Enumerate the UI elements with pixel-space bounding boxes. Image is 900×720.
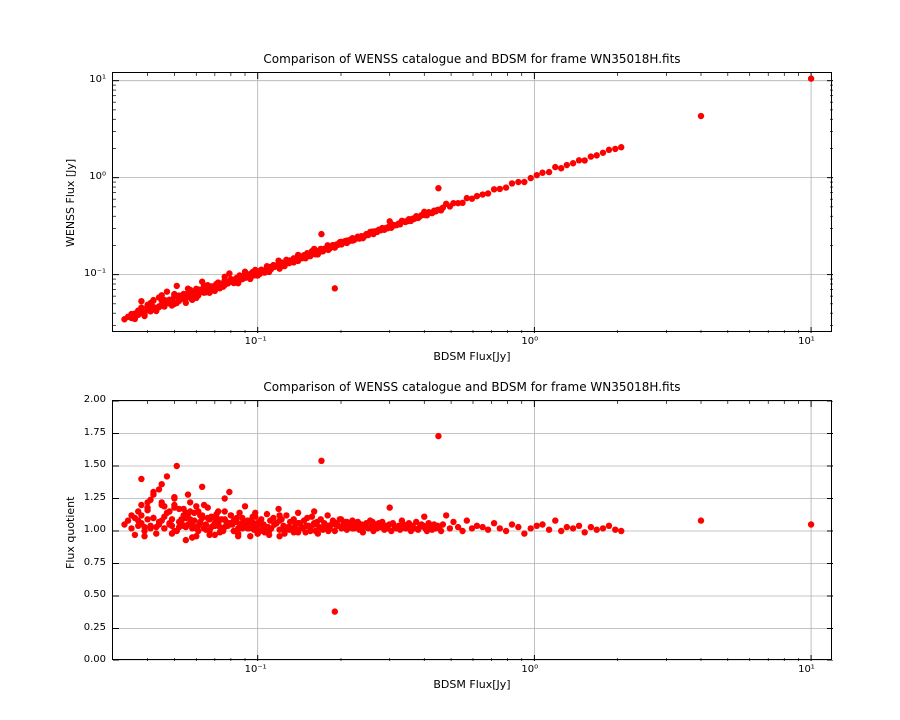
- scatter-panel-top: [112, 72, 832, 332]
- scatter-panel-bottom: [112, 400, 832, 660]
- panel1-title: Comparison of WENSS catalogue and BDSM f…: [112, 52, 832, 66]
- panel2-title: Comparison of WENSS catalogue and BDSM f…: [112, 380, 832, 394]
- panel2-xlabel: BDSM Flux[Jy]: [112, 678, 832, 691]
- figure: Comparison of WENSS catalogue and BDSM f…: [0, 0, 900, 720]
- scatter-plot-top: [113, 73, 833, 333]
- scatter-plot-bottom: [113, 401, 833, 661]
- panel1-xlabel: BDSM Flux[Jy]: [112, 350, 832, 363]
